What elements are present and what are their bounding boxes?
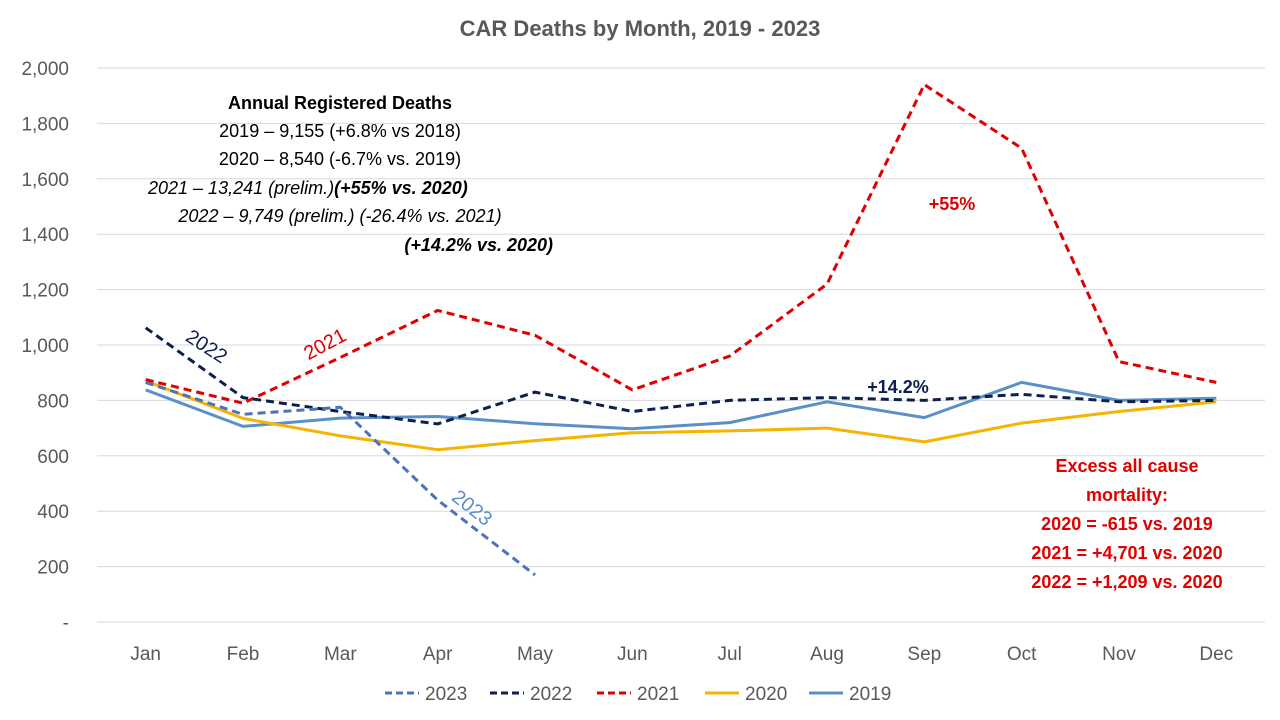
series-lines bbox=[144, 83, 1217, 577]
x-tick-label: Sep bbox=[907, 644, 941, 665]
x-tick-label: May bbox=[517, 644, 553, 665]
line-label-2022: 2022 bbox=[182, 326, 231, 369]
annual-2021-text: 2021 – 13,241 (prelim.)(+55% vs. 2020) bbox=[147, 178, 468, 198]
x-tick-label: Dec bbox=[1199, 644, 1233, 665]
excess-line: Excess all cause bbox=[1055, 456, 1198, 476]
x-tick-label: Jan bbox=[130, 644, 161, 665]
legend-item-2023: 2023 bbox=[385, 684, 467, 705]
chart-title: CAR Deaths by Month, 2019 - 2023 bbox=[460, 16, 821, 41]
series-line-2019 bbox=[145, 380, 1217, 431]
legend-item-2022: 2022 bbox=[490, 684, 572, 705]
legend-item-2021: 2021 bbox=[597, 684, 679, 705]
x-tick-label: Mar bbox=[324, 644, 357, 665]
y-tick-label: 200 bbox=[37, 558, 69, 579]
y-tick-label: 400 bbox=[37, 502, 69, 523]
annual-2021-b: (+55% vs. 2020) bbox=[334, 178, 468, 198]
excess-line: 2020 = -615 vs. 2019 bbox=[1041, 514, 1213, 534]
y-tick-label: - bbox=[63, 613, 69, 634]
x-tick-label: Apr bbox=[423, 644, 453, 665]
y-tick-label: 1,800 bbox=[21, 114, 69, 135]
legend-item-2019: 2019 bbox=[809, 684, 891, 705]
grid-lines bbox=[97, 67, 1265, 623]
line-label-plus-55: +55% bbox=[929, 194, 976, 214]
y-tick-label: 1,600 bbox=[21, 170, 69, 191]
x-tick-label: Aug bbox=[810, 644, 844, 665]
x-tick-label: Jul bbox=[718, 644, 742, 665]
x-tick-label: Jun bbox=[617, 644, 648, 665]
excess-line: 2021 = +4,701 vs. 2020 bbox=[1031, 543, 1222, 563]
excess-mortality-annotation: Excess all cause mortality: 2020 = -615 vs… bbox=[1031, 456, 1222, 592]
series-line-2020 bbox=[145, 379, 1217, 452]
y-tick-label: 1,400 bbox=[21, 225, 69, 246]
legend-label: 2019 bbox=[849, 684, 891, 705]
y-tick-label: 1,000 bbox=[21, 336, 69, 357]
y-tick-label: 600 bbox=[37, 447, 69, 468]
legend-label: 2023 bbox=[425, 684, 467, 705]
legend-item-2020: 2020 bbox=[705, 684, 787, 705]
x-tick-label: Oct bbox=[1007, 644, 1037, 665]
annual-2022: 2022 – 9,749 (prelim.) (-26.4% vs. 2021) bbox=[177, 206, 501, 226]
legend-label: 2020 bbox=[745, 684, 787, 705]
line-label-plus-14: +14.2% bbox=[867, 377, 929, 397]
annual-2022-b: (+14.2% vs. 2020) bbox=[404, 235, 553, 255]
excess-line: 2022 = +1,209 vs. 2020 bbox=[1031, 572, 1222, 592]
annual-2019: 2019 – 9,155 (+6.8% vs 2018) bbox=[219, 121, 461, 141]
x-tick-label: Feb bbox=[227, 644, 260, 665]
x-axis-ticks: Jan Feb Mar Apr May Jun Jul Aug Sep Oct Nov Dec bbox=[130, 644, 1233, 665]
excess-line: mortality: bbox=[1086, 485, 1168, 505]
legend-label: 2021 bbox=[637, 684, 679, 705]
annual-2020: 2020 – 8,540 (-6.7% vs. 2019) bbox=[219, 149, 461, 169]
y-tick-label: 2,000 bbox=[21, 59, 69, 80]
x-tick-label: Nov bbox=[1102, 644, 1136, 665]
annual-deaths-title: Annual Registered Deaths bbox=[228, 93, 452, 113]
y-tick-label: 800 bbox=[37, 391, 69, 412]
y-tick-label: 1,200 bbox=[21, 281, 69, 302]
legend: 2023 2022 2021 2020 2019 bbox=[385, 684, 891, 705]
annual-2021-a: 2021 – 13,241 (prelim.) bbox=[147, 178, 334, 198]
line-label-2023: 2023 bbox=[447, 486, 496, 531]
legend-label: 2022 bbox=[530, 684, 572, 705]
annual-deaths-annotation: Annual Registered Deaths 2019 – 9,155 (+… bbox=[147, 93, 553, 255]
y-axis-ticks: - 200 400 600 800 1,000 1,200 1,400 1,600 1,800 2,… bbox=[21, 59, 69, 634]
line-label-2021: 2021 bbox=[300, 325, 350, 365]
series-line-2023 bbox=[145, 380, 536, 577]
series-line-2021 bbox=[145, 83, 1217, 405]
